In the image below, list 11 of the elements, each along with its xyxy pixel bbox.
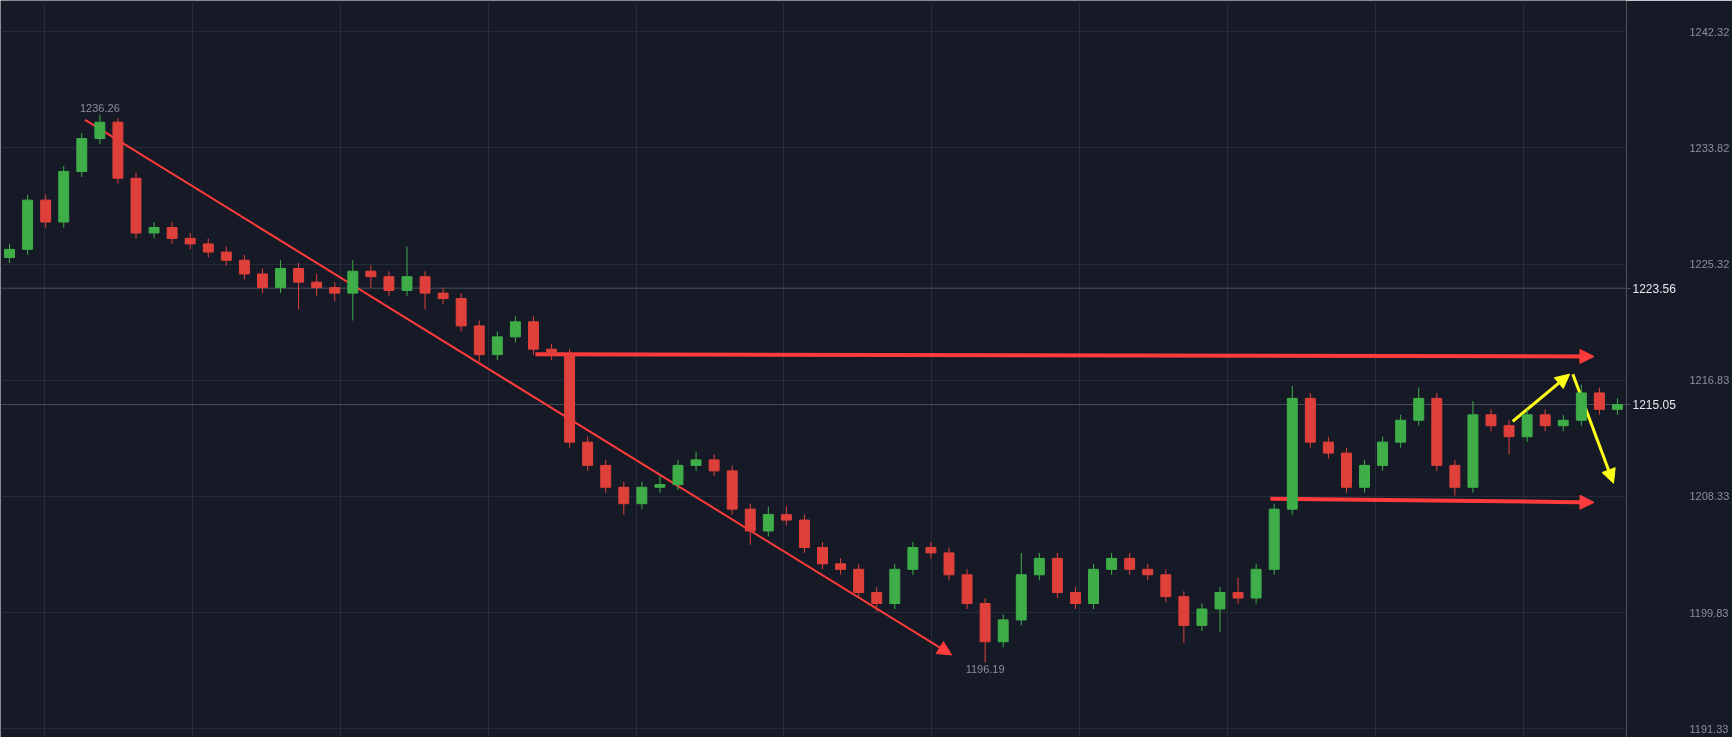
y-tick-label: 1199.83 — [1689, 606, 1729, 619]
y-tick-label: 1225.32 — [1689, 258, 1730, 271]
y-tick-label: 1208.33 — [1689, 490, 1730, 503]
y-tick-label: 1216.83 — [1689, 374, 1730, 387]
ref-line-label: 1223.56 — [1632, 281, 1677, 296]
y-tick-label: 1191.33 — [1689, 722, 1729, 735]
annotation: 1196.19 — [965, 663, 1005, 676]
y-tick-label: 1242.32 — [1689, 25, 1730, 38]
ref-line-label: 1215.05 — [1632, 398, 1677, 413]
annotation: 1236.26 — [79, 101, 120, 114]
y-tick-label: 1233.82 — [1689, 141, 1730, 154]
